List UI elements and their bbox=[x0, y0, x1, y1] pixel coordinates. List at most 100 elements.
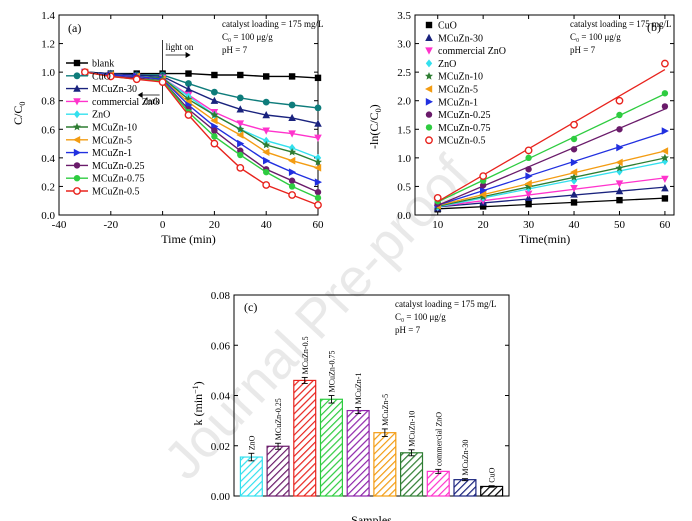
a-panel-label: (a) bbox=[68, 21, 81, 35]
a-data-point bbox=[236, 163, 245, 172]
c-y-tick-label: 0.08 bbox=[211, 290, 231, 302]
a-data-point bbox=[288, 73, 296, 80]
b-x-tick-label: 40 bbox=[569, 219, 581, 231]
c-bar bbox=[453, 479, 477, 497]
a-legend-label: MCuZn-0.75 bbox=[92, 174, 145, 185]
a-data-point bbox=[263, 168, 270, 176]
b-data-point bbox=[661, 195, 669, 202]
b-data-point bbox=[525, 200, 532, 208]
c-bar-group-commercial-zno: commercial ZnO bbox=[426, 412, 450, 497]
b-data-point bbox=[661, 127, 669, 135]
a-data-point bbox=[288, 156, 296, 165]
b-data-point bbox=[570, 146, 578, 153]
b-legend-marker bbox=[425, 98, 433, 106]
b-data-point bbox=[661, 59, 669, 68]
c-bar-label: MCuZn-0.75 bbox=[327, 351, 336, 393]
b-data-point bbox=[570, 158, 579, 167]
c-bar-label: MCuZn-0.5 bbox=[301, 336, 310, 374]
b-x-tick-label: 20 bbox=[478, 219, 490, 231]
b-data-point bbox=[615, 96, 624, 105]
b-y-tick-label: 3.0 bbox=[397, 39, 411, 51]
a-legend-marker bbox=[73, 122, 81, 131]
a-dark-arrowhead bbox=[137, 92, 143, 98]
c-bar-label: MCuZn-0.25 bbox=[274, 398, 283, 440]
a-data-point bbox=[158, 78, 167, 87]
a-data-point bbox=[314, 119, 322, 127]
a-x-tick-label: 40 bbox=[261, 219, 273, 231]
c-x-axis-label: Samples bbox=[351, 513, 392, 521]
b-data-point bbox=[524, 179, 532, 188]
b-series-mcuzn-10 bbox=[433, 153, 669, 210]
b-legend-label: MCuZn-0.75 bbox=[438, 123, 491, 134]
b-x-tick-label: 30 bbox=[523, 219, 535, 231]
b-legend-label: MCuZn-0.5 bbox=[438, 136, 486, 147]
a-data-point bbox=[314, 164, 322, 172]
b-x-tick-label: 60 bbox=[659, 219, 671, 231]
a-data-point bbox=[211, 88, 218, 96]
a-legend-label: MCuZn-5 bbox=[92, 135, 132, 146]
a-data-point bbox=[314, 178, 322, 186]
b-data-point bbox=[570, 120, 578, 129]
a-data-point bbox=[185, 80, 192, 87]
a-x-tick-label: 0 bbox=[160, 219, 166, 231]
a-data-point bbox=[314, 74, 322, 82]
a-data-point bbox=[262, 111, 270, 119]
a-data-point bbox=[288, 143, 296, 152]
c-bar bbox=[293, 379, 317, 497]
b-data-point bbox=[570, 190, 578, 198]
b-legend-label: MCuZn-30 bbox=[438, 33, 483, 44]
b-data-point bbox=[570, 168, 578, 176]
b-data-point bbox=[479, 190, 487, 199]
a-data-point bbox=[314, 194, 322, 202]
a-x-axis-label: Time (min) bbox=[161, 232, 216, 246]
b-condition-text: catalyst loading = 175 mg/L bbox=[570, 19, 672, 29]
b-data-point bbox=[661, 90, 669, 97]
a-data-point bbox=[288, 191, 296, 199]
c-bar bbox=[239, 456, 263, 497]
a-data-point bbox=[210, 116, 218, 125]
b-legend-label: MCuZn-0.25 bbox=[438, 110, 491, 121]
b-data-point bbox=[615, 180, 624, 188]
c-bar-label: MCuZn-5 bbox=[381, 394, 390, 426]
a-data-point bbox=[262, 181, 271, 189]
a-y-tick-label: 0.2 bbox=[41, 181, 55, 193]
a-data-point bbox=[236, 105, 245, 113]
a-data-point bbox=[211, 71, 218, 79]
a-legend-marker bbox=[73, 110, 81, 119]
a-data-point bbox=[237, 71, 244, 79]
c-bar-label: commercial ZnO bbox=[434, 412, 443, 467]
c-bar bbox=[400, 452, 424, 497]
a-data-point bbox=[106, 72, 115, 81]
a-y-tick-label: 0.8 bbox=[41, 96, 55, 108]
a-data-point bbox=[263, 156, 271, 165]
a-condition-text: pH = 7 bbox=[222, 45, 248, 55]
b-series-mcuzn-30 bbox=[433, 184, 669, 212]
b-data-point bbox=[570, 184, 578, 193]
c-bar-label: CuO bbox=[488, 467, 497, 482]
c-condition-text: C₀ = 100 μg/g bbox=[395, 312, 446, 322]
c-bar-label: MCuZn-10 bbox=[408, 411, 417, 447]
a-light-on-label: light on bbox=[166, 42, 194, 52]
a-data-point bbox=[314, 201, 322, 209]
a-legend-marker bbox=[73, 187, 81, 195]
a-series-line bbox=[84, 71, 319, 206]
a-data-point bbox=[262, 148, 270, 156]
b-fit-line bbox=[437, 177, 665, 208]
b-x-tick-label: 10 bbox=[432, 219, 444, 231]
a-legend-marker bbox=[73, 98, 81, 106]
b-fit-line bbox=[437, 157, 666, 207]
c-y-tick-label: 0.02 bbox=[211, 441, 230, 453]
a-legend-marker bbox=[73, 175, 81, 182]
a-legend-marker bbox=[73, 148, 81, 157]
a-data-point bbox=[288, 113, 296, 122]
b-data-point bbox=[479, 203, 487, 210]
b-data-point bbox=[616, 111, 623, 119]
b-legend-marker bbox=[425, 124, 433, 131]
a-data-point bbox=[263, 73, 270, 80]
c-bar-group-mcuzn-5: MCuZn-5 bbox=[373, 394, 397, 497]
b-fit-line bbox=[437, 131, 666, 206]
b-data-point bbox=[524, 190, 533, 198]
b-series-mcuzn-0-5 bbox=[433, 59, 669, 203]
b-data-point bbox=[525, 172, 533, 180]
